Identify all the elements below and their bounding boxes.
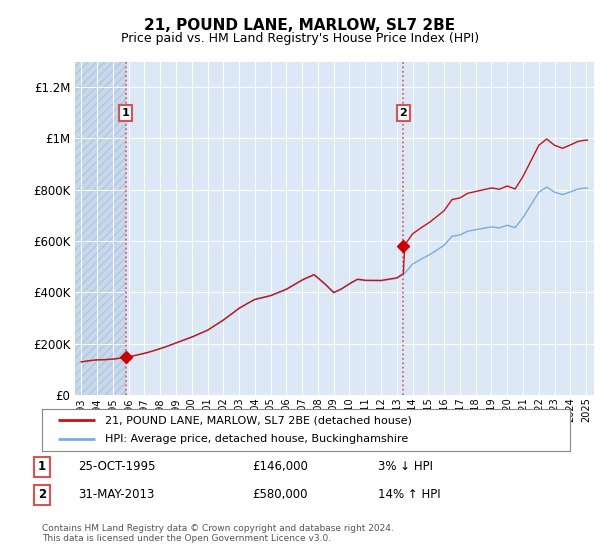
Text: £146,000: £146,000 bbox=[252, 460, 308, 473]
Text: 21, POUND LANE, MARLOW, SL7 2BE (detached house): 21, POUND LANE, MARLOW, SL7 2BE (detache… bbox=[106, 415, 412, 425]
Text: 21, POUND LANE, MARLOW, SL7 2BE: 21, POUND LANE, MARLOW, SL7 2BE bbox=[145, 18, 455, 33]
Text: 25-OCT-1995: 25-OCT-1995 bbox=[78, 460, 155, 473]
Text: 1: 1 bbox=[38, 460, 46, 473]
Text: 31-MAY-2013: 31-MAY-2013 bbox=[78, 488, 154, 501]
Text: Price paid vs. HM Land Registry's House Price Index (HPI): Price paid vs. HM Land Registry's House … bbox=[121, 32, 479, 45]
Text: HPI: Average price, detached house, Buckinghamshire: HPI: Average price, detached house, Buck… bbox=[106, 435, 409, 445]
Text: 3% ↓ HPI: 3% ↓ HPI bbox=[378, 460, 433, 473]
Bar bbox=[75, 62, 126, 395]
Text: 2: 2 bbox=[400, 108, 407, 118]
Text: 2: 2 bbox=[38, 488, 46, 501]
Bar bbox=[75, 62, 126, 395]
Text: 14% ↑ HPI: 14% ↑ HPI bbox=[378, 488, 440, 501]
Text: 1: 1 bbox=[122, 108, 130, 118]
Text: Contains HM Land Registry data © Crown copyright and database right 2024.
This d: Contains HM Land Registry data © Crown c… bbox=[42, 524, 394, 543]
Text: £580,000: £580,000 bbox=[252, 488, 308, 501]
